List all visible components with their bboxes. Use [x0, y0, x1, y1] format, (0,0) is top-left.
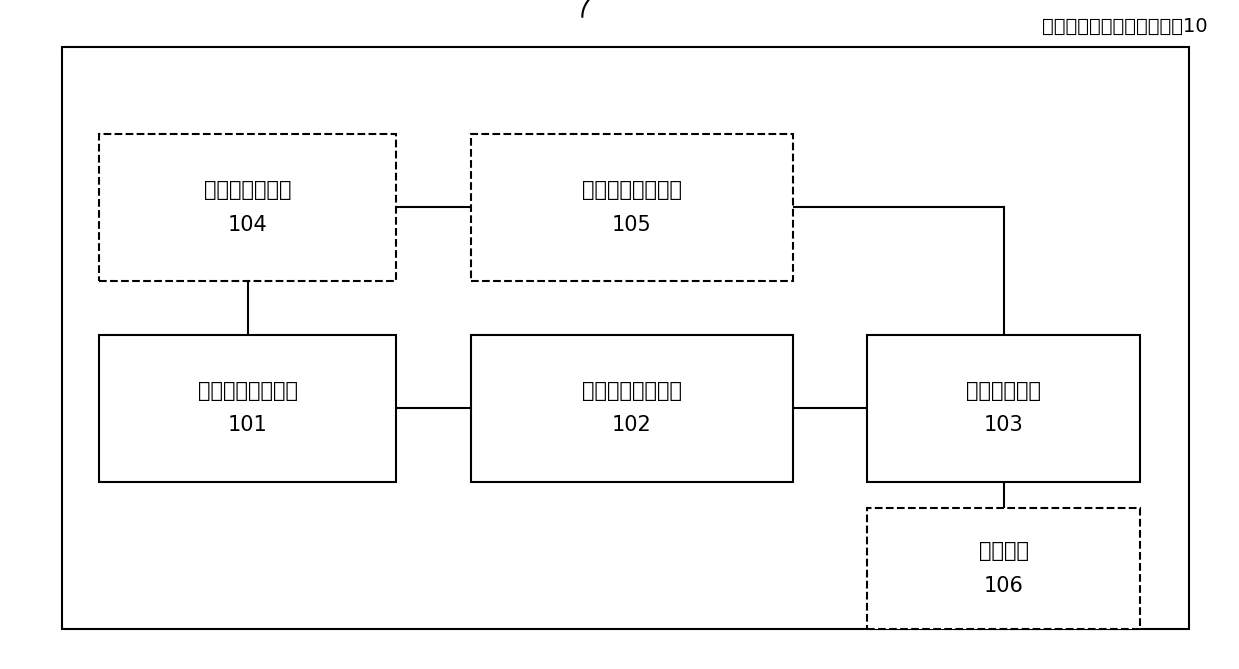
- Bar: [471, 134, 793, 281]
- Text: 第二时间计算单元
102: 第二时间计算单元 102: [582, 381, 681, 436]
- Text: 第一时间计算单元
101: 第一时间计算单元 101: [198, 381, 297, 436]
- Text: 压线时间记录单元
105: 压线时间记录单元 105: [582, 180, 681, 235]
- Text: 车道线判断单元
104: 车道线判断单元 104: [204, 180, 291, 235]
- Bar: [471, 334, 793, 482]
- Bar: [867, 334, 1140, 482]
- Text: 车辆越车道线行驶提醒装罒10: 车辆越车道线行驶提醒装罒10: [1042, 17, 1208, 35]
- Text: 告警生成单元
103: 告警生成单元 103: [966, 381, 1041, 436]
- Bar: [99, 134, 396, 281]
- Bar: [867, 508, 1140, 629]
- Bar: [99, 334, 396, 482]
- Text: 告警单元
106: 告警单元 106: [979, 541, 1028, 596]
- Bar: [62, 47, 1189, 629]
